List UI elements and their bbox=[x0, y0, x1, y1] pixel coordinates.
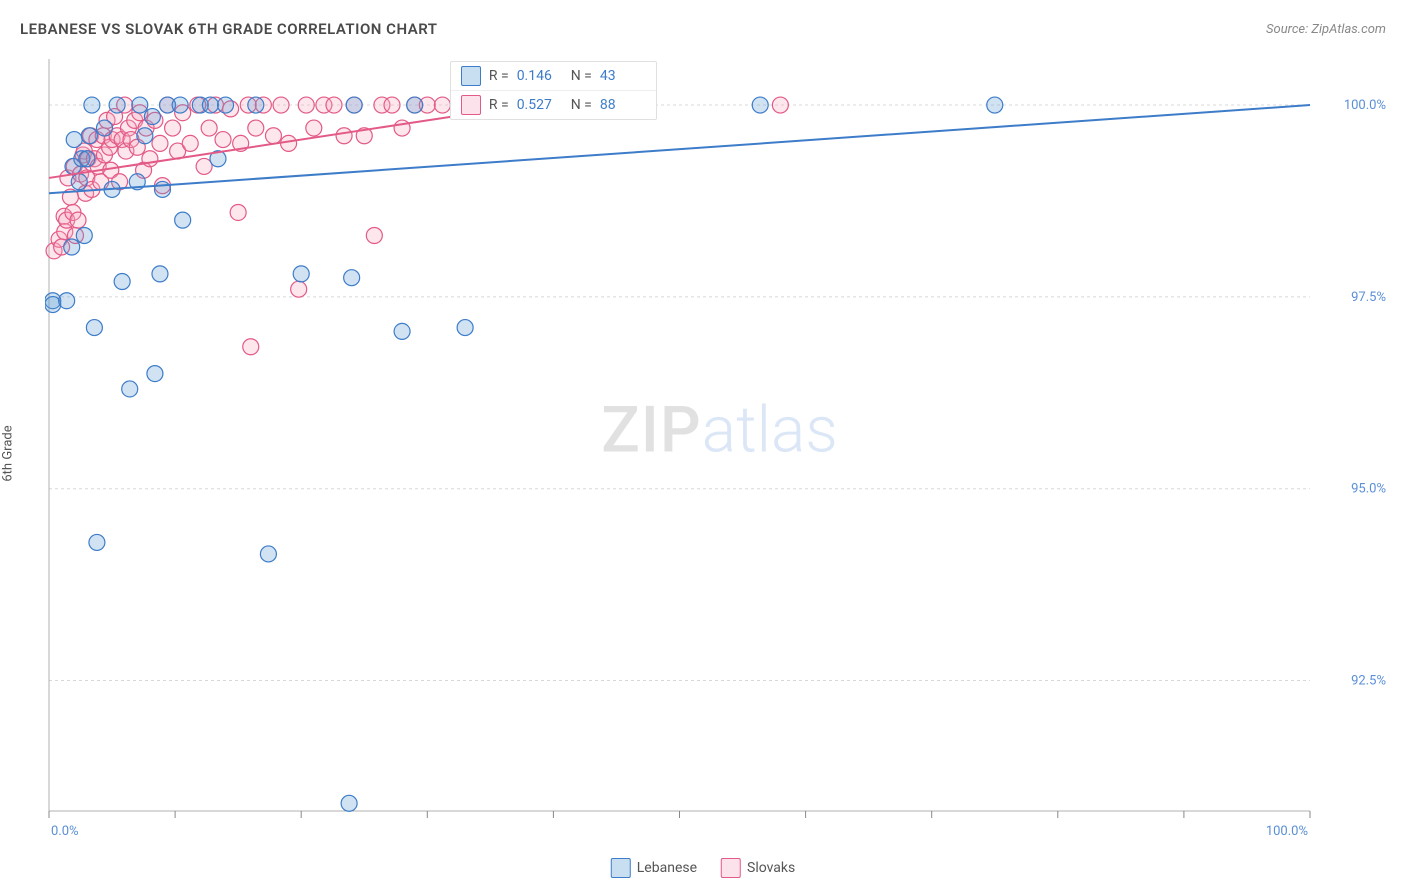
lebanese-point bbox=[175, 212, 191, 228]
y-tick-label: 92.5% bbox=[1351, 674, 1386, 689]
slovaks-point bbox=[152, 135, 168, 151]
lebanese-point bbox=[147, 366, 163, 382]
slovaks-point bbox=[230, 204, 246, 220]
slovaks-point bbox=[298, 97, 314, 113]
lebanese-point bbox=[987, 97, 1003, 113]
lebanese-point bbox=[202, 97, 218, 113]
stats-legend: R = 0.146 N = 43 R = 0.527 N = 88 bbox=[450, 61, 657, 120]
plot-area: 92.5%95.0%97.5%100.0%0.0%100.0% ZIPatlas… bbox=[45, 55, 1394, 837]
lebanese-point bbox=[248, 97, 264, 113]
lebanese-point bbox=[122, 381, 138, 397]
legend-item-lebanese: Lebanese bbox=[611, 858, 697, 878]
lebanese-point bbox=[76, 227, 92, 243]
slovaks-point bbox=[366, 227, 382, 243]
lebanese-point bbox=[81, 128, 97, 144]
legend-label: Slovaks bbox=[747, 860, 795, 876]
slovaks-point bbox=[306, 120, 322, 136]
r-label: R = bbox=[489, 68, 509, 84]
slovaks-point bbox=[434, 97, 450, 113]
slovaks-point bbox=[248, 120, 264, 136]
lebanese-point bbox=[407, 97, 423, 113]
n-value: 43 bbox=[600, 68, 646, 84]
lebanese-point bbox=[86, 320, 102, 336]
lebanese-point bbox=[457, 320, 473, 336]
y-tick-label: 95.0% bbox=[1351, 482, 1386, 497]
slovaks-point bbox=[326, 97, 342, 113]
lebanese-point bbox=[132, 97, 148, 113]
legend-swatch bbox=[461, 95, 481, 115]
lebanese-point bbox=[752, 97, 768, 113]
r-label: R = bbox=[489, 97, 509, 113]
n-value: 88 bbox=[600, 97, 646, 113]
lebanese-point bbox=[66, 132, 82, 148]
lebanese-point bbox=[109, 97, 125, 113]
slovaks-point bbox=[291, 281, 307, 297]
series-legend: Lebanese Slovaks bbox=[611, 858, 795, 878]
chart-title: LEBANESE VS SLOVAK 6TH GRADE CORRELATION… bbox=[20, 20, 438, 38]
slovaks-point bbox=[243, 339, 259, 355]
slovaks-point bbox=[201, 120, 217, 136]
lebanese-point bbox=[218, 97, 234, 113]
lebanese-point bbox=[89, 534, 105, 550]
lebanese-point bbox=[64, 239, 80, 255]
slovaks-point bbox=[165, 120, 181, 136]
chart-header: LEBANESE VS SLOVAK 6TH GRADE CORRELATION… bbox=[20, 20, 1386, 38]
lebanese-point bbox=[137, 128, 153, 144]
lebanese-point bbox=[152, 266, 168, 282]
lebanese-point bbox=[346, 97, 362, 113]
r-value: 0.146 bbox=[517, 68, 563, 84]
n-label: N = bbox=[571, 68, 592, 84]
slovaks-point bbox=[281, 135, 297, 151]
n-label: N = bbox=[571, 97, 592, 113]
slovaks-point bbox=[182, 135, 198, 151]
legend-swatch bbox=[461, 66, 481, 86]
lebanese-point bbox=[71, 174, 87, 190]
legend-item-slovaks: Slovaks bbox=[721, 858, 795, 878]
lebanese-point bbox=[144, 109, 160, 125]
lebanese-point bbox=[154, 181, 170, 197]
lebanese-point bbox=[59, 293, 75, 309]
r-value: 0.527 bbox=[517, 97, 563, 113]
lebanese-point bbox=[260, 546, 276, 562]
slovaks-point bbox=[70, 212, 86, 228]
lebanese-point bbox=[394, 323, 410, 339]
legend-swatch bbox=[611, 858, 631, 878]
lebanese-point bbox=[172, 97, 188, 113]
legend-label: Lebanese bbox=[637, 860, 697, 876]
lebanese-point bbox=[114, 274, 130, 290]
slovaks-point bbox=[336, 128, 352, 144]
lebanese-point bbox=[79, 151, 95, 167]
lebanese-point bbox=[84, 97, 100, 113]
stats-legend-row: R = 0.527 N = 88 bbox=[451, 91, 656, 119]
x-end-label: 100.0% bbox=[1266, 824, 1308, 837]
chart-source: Source: ZipAtlas.com bbox=[1266, 22, 1386, 37]
slovaks-point bbox=[265, 128, 281, 144]
slovaks-point bbox=[273, 97, 289, 113]
stats-legend-row: R = 0.146 N = 43 bbox=[451, 62, 656, 91]
y-tick-label: 100.0% bbox=[1344, 98, 1386, 113]
slovaks-point bbox=[215, 132, 231, 148]
legend-swatch bbox=[721, 858, 741, 878]
lebanese-point bbox=[293, 266, 309, 282]
scatter-chart: 92.5% 95.0% 97.5% 100.0% 0.0% 100.0% bbox=[45, 55, 1394, 837]
slovaks-point bbox=[772, 97, 788, 113]
slovaks-point bbox=[384, 97, 400, 113]
lebanese-point bbox=[344, 270, 360, 286]
lebanese-point bbox=[96, 120, 112, 136]
y-tick-label: 97.5% bbox=[1351, 290, 1386, 305]
y-axis-label: 6th Grade bbox=[1, 425, 16, 481]
lebanese-point bbox=[341, 795, 357, 811]
x-start-label: 0.0% bbox=[51, 824, 79, 837]
